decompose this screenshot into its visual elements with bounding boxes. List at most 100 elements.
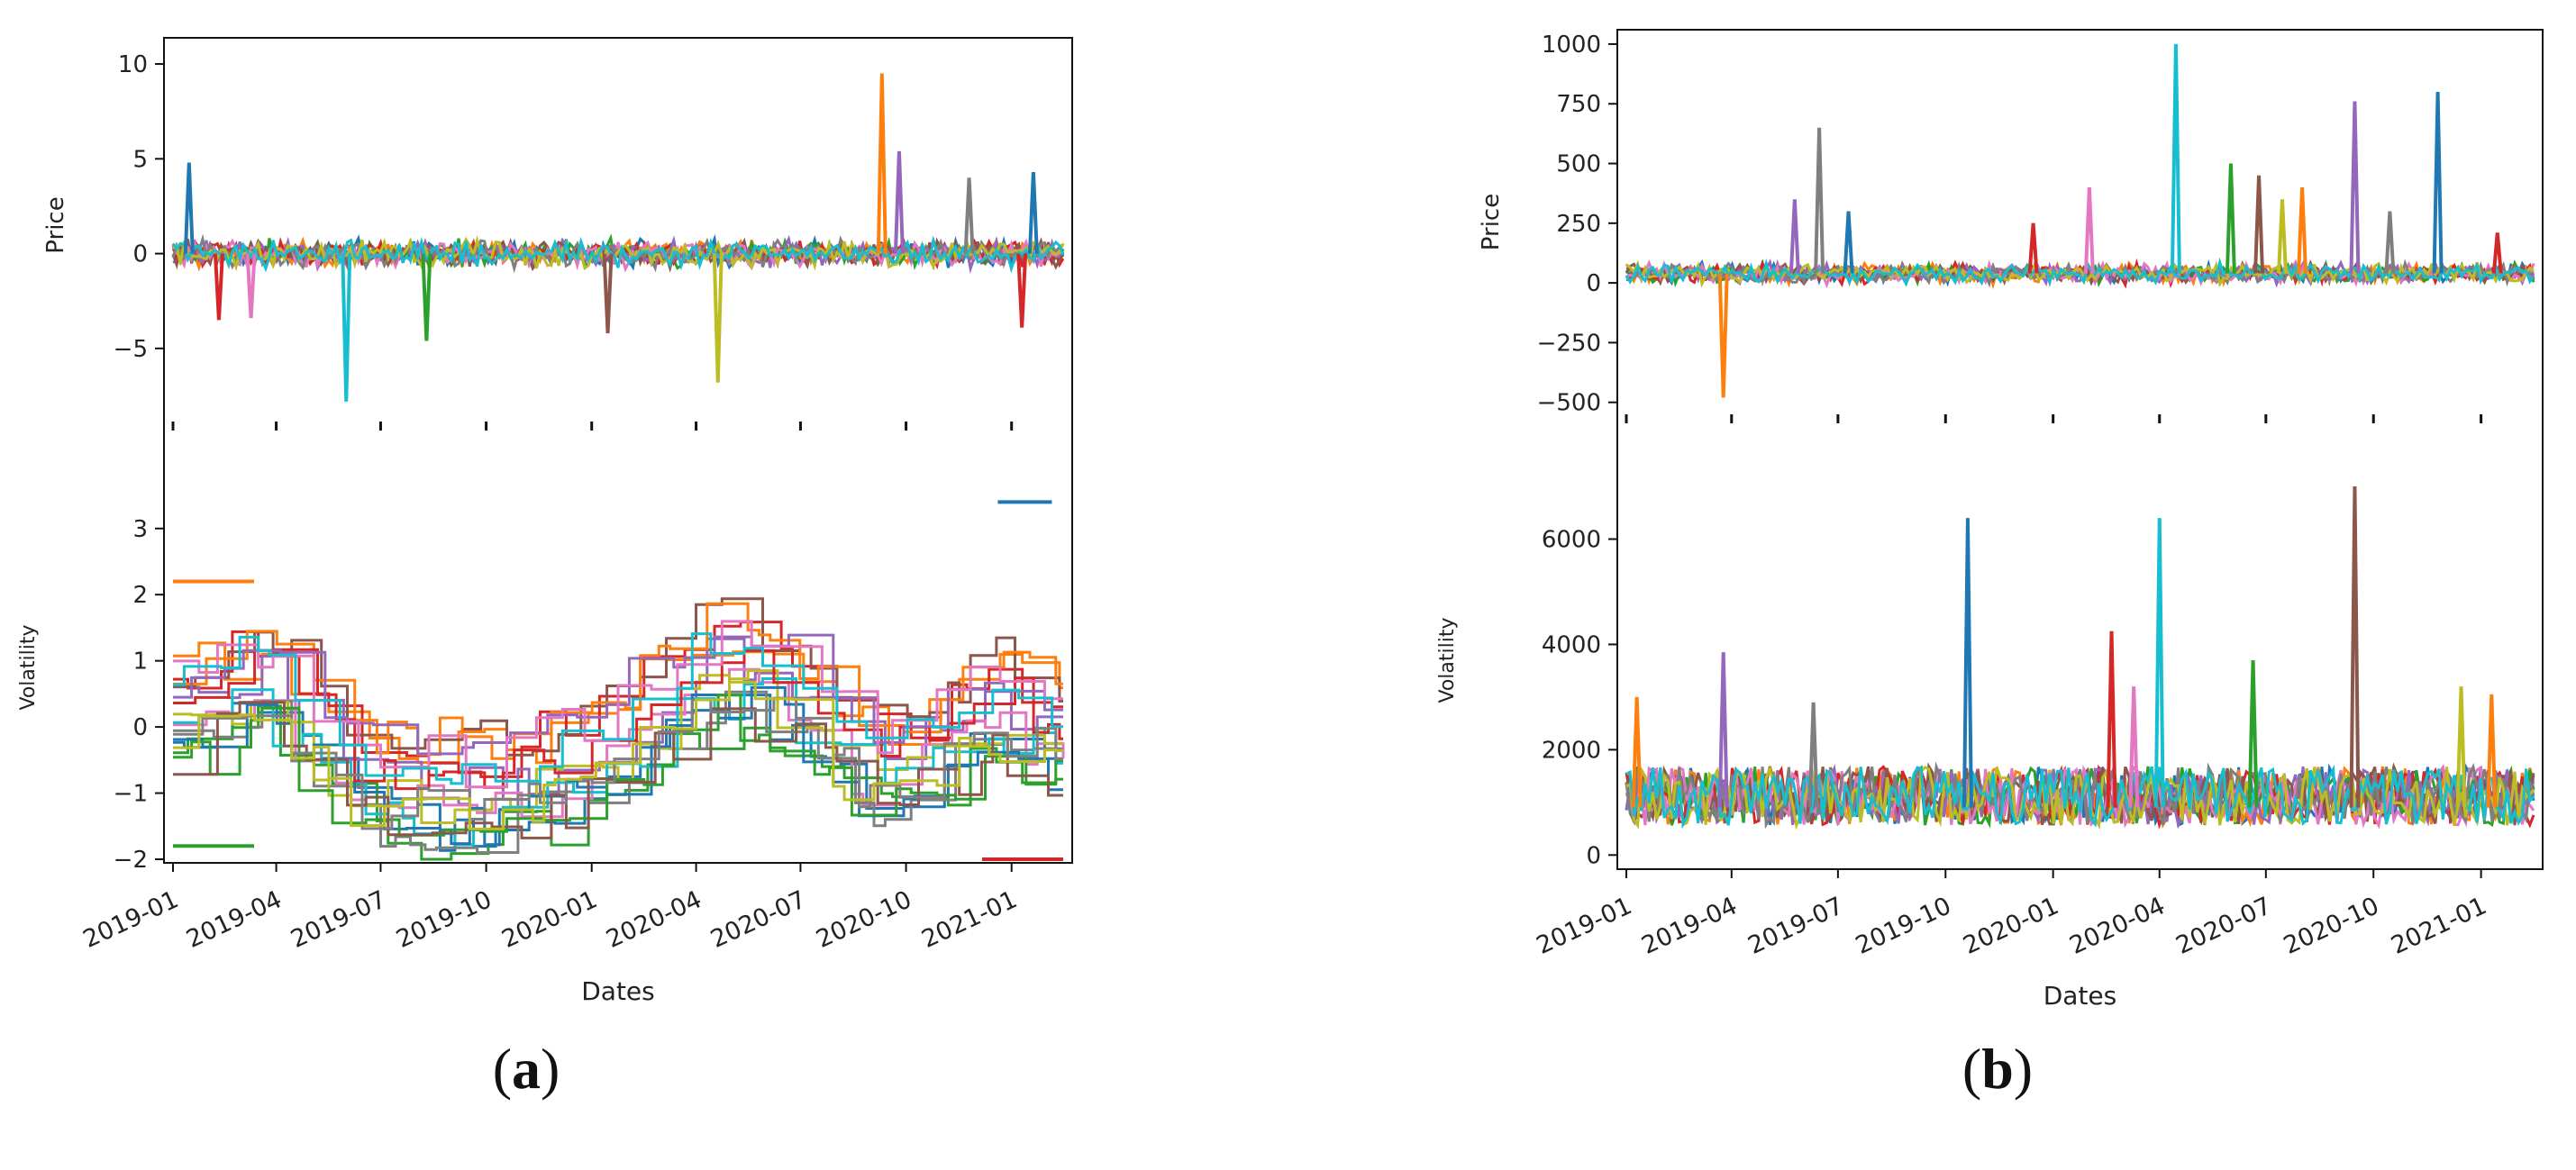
subplot-volatility-b: 6000 4000 2000 0 Volatility: [1436, 486, 2535, 869]
ytick-label-volatility: 2000: [1542, 737, 1601, 764]
series-volatility-line: [173, 632, 1063, 785]
xtick-label: 2020-04: [602, 885, 705, 954]
xtick-label: 2020-07: [706, 885, 810, 954]
spike-mark: [1717, 273, 1729, 398]
xtick-label: 2019-10: [392, 885, 496, 954]
xtick-label: 2019-01: [79, 885, 183, 954]
subplot-volatility-a: 3 2 1 0 −1 −2 Volatility: [17, 500, 1065, 874]
xtick-label: 2019-04: [182, 885, 286, 954]
xtick-label: 2021-01: [2387, 892, 2490, 960]
ytick-label-volatility: −1: [114, 781, 148, 808]
ytick-label-volatility: 0: [1586, 842, 1601, 869]
ytick-label-price: 5: [132, 146, 148, 173]
ytick-label-price: −500: [1537, 390, 1601, 417]
spike-mark: [2349, 486, 2361, 808]
panel-a-caption: (a): [492, 1037, 560, 1101]
xtick-label: 2019-10: [1852, 892, 1955, 960]
panel-b-chart: 1000 750 500 250 0 −250 −500 Price 6000 4000 2000 0…: [1436, 29, 2544, 1011]
ylabel-volatility: Volatility: [17, 624, 40, 710]
ytick-label-price: 250: [1556, 211, 1601, 238]
spike-mark: [963, 177, 975, 254]
spike-mark: [245, 253, 257, 319]
spike-mark: [341, 253, 352, 402]
ytick-label-volatility: 6000: [1542, 527, 1601, 554]
spike-mark: [893, 150, 905, 254]
spike-mark: [2297, 186, 2308, 274]
spike-mark: [1962, 518, 1973, 808]
series-volatility-line: [1625, 766, 2535, 830]
xlabel: Dates: [581, 976, 655, 1006]
spike-mark: [1016, 253, 1028, 328]
ytick-label-price: −250: [1537, 330, 1601, 357]
spike-mark: [183, 162, 195, 254]
spike-mark: [2170, 43, 2181, 274]
spike-mark: [1717, 652, 1729, 808]
spike-mark: [2486, 694, 2498, 808]
ytick-label-price: 0: [1586, 270, 1601, 297]
series-volatility-line: [173, 680, 1063, 830]
ytick-label-price: 750: [1556, 91, 1601, 118]
series-volatility-line: [1625, 765, 2535, 830]
series-volatility-line: [173, 633, 1063, 756]
spike-mark: [2083, 186, 2095, 274]
spike-mark: [2491, 232, 2503, 274]
xtick-label: 2019-04: [1637, 892, 1741, 960]
subplot-price-a: 10 5 0 −5 Price: [42, 51, 1065, 402]
spike-mark: [2384, 211, 2396, 274]
subplot-price-b: 1000 750 500 250 0 −250 −500 Price: [1478, 32, 2535, 417]
series-volatility-line: [173, 694, 1063, 837]
spike-mark: [2225, 163, 2236, 274]
ytick-label-price: 1000: [1542, 32, 1601, 59]
panel-a-caption-letter: a: [512, 1037, 541, 1101]
spike-mark: [213, 253, 224, 321]
xtick-label: 2020-10: [2280, 892, 2383, 960]
spike-mark: [1789, 199, 1800, 274]
series-volatility-line: [173, 669, 1063, 824]
xtick-label: 2020-10: [812, 885, 915, 954]
plot-frame-b: [1616, 29, 2544, 870]
xtick-label: 2020-01: [1959, 892, 2062, 960]
spike-mark: [2432, 91, 2444, 274]
spike-mark: [1631, 696, 1643, 808]
xtick-label: 2020-01: [497, 885, 601, 954]
xtick-label: 2019-01: [1533, 892, 1636, 960]
ytick-label-volatility: 1: [132, 648, 148, 676]
ytick-label-volatility: 0: [132, 714, 148, 741]
xtick-label: 2021-01: [917, 885, 1021, 954]
ytick-label-volatility: 3: [132, 516, 148, 543]
spike-mark: [1814, 127, 1825, 274]
ytick-label-volatility: 4000: [1542, 631, 1601, 658]
spike-mark: [2128, 686, 2140, 808]
spike-mark: [2277, 199, 2288, 274]
xtick-label: 2020-07: [2171, 892, 2275, 960]
spike-mark: [602, 253, 614, 334]
series-volatility-line: [173, 685, 1063, 847]
ytick-label-price: −5: [114, 336, 148, 363]
panel-b-caption: (b): [1962, 1037, 2034, 1101]
spike-mark: [876, 73, 887, 254]
series-volatility-line: [173, 602, 1063, 760]
spike-mark: [2027, 222, 2039, 274]
spike-mark: [712, 253, 724, 383]
panel-b-caption-letter: b: [1981, 1037, 2014, 1101]
xlabel: Dates: [2044, 981, 2117, 1011]
spike-mark: [1027, 171, 1039, 254]
spike-mark: [2106, 630, 2117, 808]
spike-mark: [2247, 659, 2259, 808]
spike-mark: [421, 253, 432, 341]
spike-mark: [2349, 101, 2361, 274]
ytick-label-volatility: −2: [114, 847, 148, 874]
series-volatility-line: [1625, 762, 2535, 827]
xtick-label: 2020-04: [2065, 892, 2169, 960]
series-volatility-line: [1625, 765, 2535, 830]
series-volatility-line: [1625, 761, 2535, 830]
series-volatility-line: [173, 701, 1063, 839]
ytick-label-volatility: 2: [132, 582, 148, 609]
xtick-label: 2019-07: [287, 885, 390, 954]
ytick-label-price: 10: [118, 51, 148, 78]
xtick-label: 2019-07: [1743, 892, 1847, 960]
ylabel-price: Price: [1478, 194, 1505, 250]
spike-mark: [2153, 518, 2165, 808]
